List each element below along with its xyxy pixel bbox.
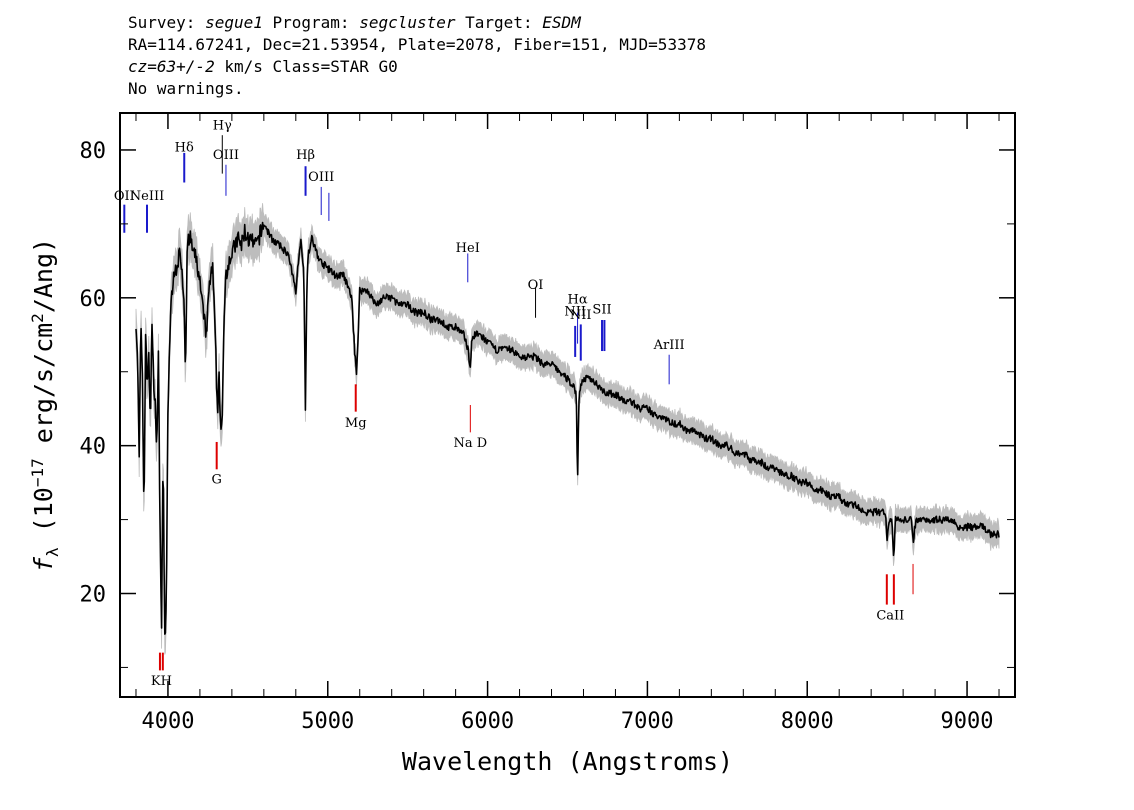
program-label: Program: [262,13,360,32]
absorption-line-label: Na D [453,436,487,451]
spectrum-layer [135,221,1000,635]
x-tick-label: 4000 [141,709,194,734]
survey-value: segue1 [205,13,263,32]
y-axis-exponent: −17 [28,458,47,487]
y-axis-text-1: (10 [29,487,58,547]
absorption-line-label: CaII [876,608,904,623]
x-tick-label: 5000 [301,709,354,734]
y-axis-symbol: f [29,556,58,572]
axis-ticks: 4000 5000 6000 7000 8000 9000 20 40 60 80 [80,113,1015,734]
spectrum-header: Survey: segue1 Program: segcluster Targe… [128,12,706,100]
y-tick-label: 80 [80,139,107,164]
survey-label: Survey: [128,13,206,32]
class-text: km/s Class=STAR G0 [214,57,398,76]
emission-line-label: Hδ [175,140,194,155]
program-value: segcluster [359,13,456,32]
target-label: Target: [455,13,543,32]
emission-line-label: OI [528,278,544,293]
target-value: ESDM [542,13,581,32]
emission-line-label: OIII [308,170,334,185]
y-axis-subscript: λ [43,547,62,557]
header-line-3: cz=63+/-2 km/s Class=STAR G0 [128,56,706,78]
plot-frame [119,112,1016,698]
error-band-area [135,203,1000,655]
header-line-2: RA=114.67241, Dec=21.53954, Plate=2078, … [128,35,706,54]
x-tick-label: 6000 [461,709,514,734]
header-line-4: No warnings. [128,79,244,98]
spectrum-line [135,221,1000,635]
emission-line-label: SII [592,302,611,317]
emission-line-label: ArIII [653,338,685,353]
absorption-line-label: KH [151,674,172,689]
emission-line-label: Hβ [296,148,315,163]
y-axis-title: fλ (10−17 erg/s/cm2/Ang) [28,238,62,572]
header-line-1: Survey: segue1 Program: segcluster Targe… [128,12,706,34]
emission-line-label: NII [564,305,586,320]
emission-line-label: NII [570,308,592,323]
error-band [135,203,1000,655]
x-axis-title: Wavelength (Angstroms) [402,747,733,776]
y-axis-text-2: erg/s/cm [29,323,58,458]
x-tick-label: 7000 [621,709,674,734]
absorption-line-label: G [211,472,221,487]
emission-line-label: NeIII [130,189,164,204]
absorption-line-label: Mg [345,416,367,431]
x-tick-label: 8000 [781,709,834,734]
emission-line-label: OIII [213,148,239,163]
y-tick-label: 20 [80,583,107,608]
y-tick-label: 40 [80,435,107,460]
x-tick-label: 9000 [941,709,994,734]
y-tick-label: 60 [80,287,107,312]
emission-line-label: Hγ [213,118,232,133]
y-axis-text-3: /Ang) [29,238,58,313]
redshift-value: cz=63+/-2 [128,57,215,76]
emission-line-label: HeI [456,241,480,256]
y-axis-exponent-2: 2 [28,313,47,323]
emission-line-label: Hα [568,293,588,308]
